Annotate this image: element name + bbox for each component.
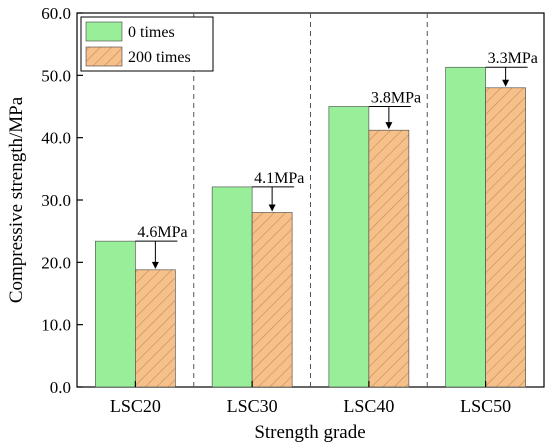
reduction-arrow-head: [502, 79, 510, 87]
legend: 0 times 200 times: [80, 16, 214, 72]
y-axis: 0.0 10.0 20.0 30.0 40.0 50.0 60.0: [41, 4, 83, 397]
y-axis-label: Compressive strength/MPa: [6, 96, 27, 303]
x-axis-label: Strength grade: [254, 422, 365, 443]
bar-200-times: [368, 129, 410, 388]
bar-0-times: [211, 186, 253, 388]
legend-label: 200 times: [128, 49, 191, 66]
reduction-label: 3.3MPa: [488, 50, 538, 67]
bar-0-times: [95, 240, 136, 388]
bar-200-times: [135, 269, 176, 388]
y-tick-label: 40.0: [41, 129, 71, 148]
y-tick-label: 60.0: [41, 4, 71, 23]
reduction-arrow-head: [151, 261, 159, 269]
annotations: 4.6MPa 4.1MPa 3.8MPa 3.3MPa: [135, 50, 538, 269]
bar-0-times: [445, 66, 486, 388]
y-tick-label: 20.0: [41, 253, 71, 272]
x-tick-label: LSC40: [343, 396, 394, 416]
legend-swatch: [85, 21, 123, 42]
bar-200-times: [251, 212, 293, 388]
reduction-label: 4.6MPa: [137, 224, 187, 241]
reduction-arrow-head: [385, 122, 393, 130]
bars: [95, 66, 526, 388]
x-tick-label: LSC30: [227, 396, 278, 416]
x-tick-label: LSC20: [110, 396, 161, 416]
reduction-label: 3.8MPa: [371, 90, 421, 107]
y-tick-label: 0.0: [50, 378, 71, 397]
y-tick-label: 50.0: [41, 66, 71, 85]
x-tick-label: LSC50: [460, 396, 511, 416]
bar-0-times: [328, 106, 370, 388]
y-tick-label: 30.0: [41, 191, 71, 210]
y-tick-label: 10.0: [41, 316, 71, 335]
reduction-label: 4.1MPa: [254, 170, 304, 187]
bar-200-times: [485, 87, 526, 388]
reduction-arrow-head: [268, 204, 276, 212]
x-axis: LSC20 LSC30 LSC40 LSC50: [110, 381, 511, 416]
legend-label: 0 times: [128, 24, 175, 41]
legend-swatch: [85, 46, 123, 67]
